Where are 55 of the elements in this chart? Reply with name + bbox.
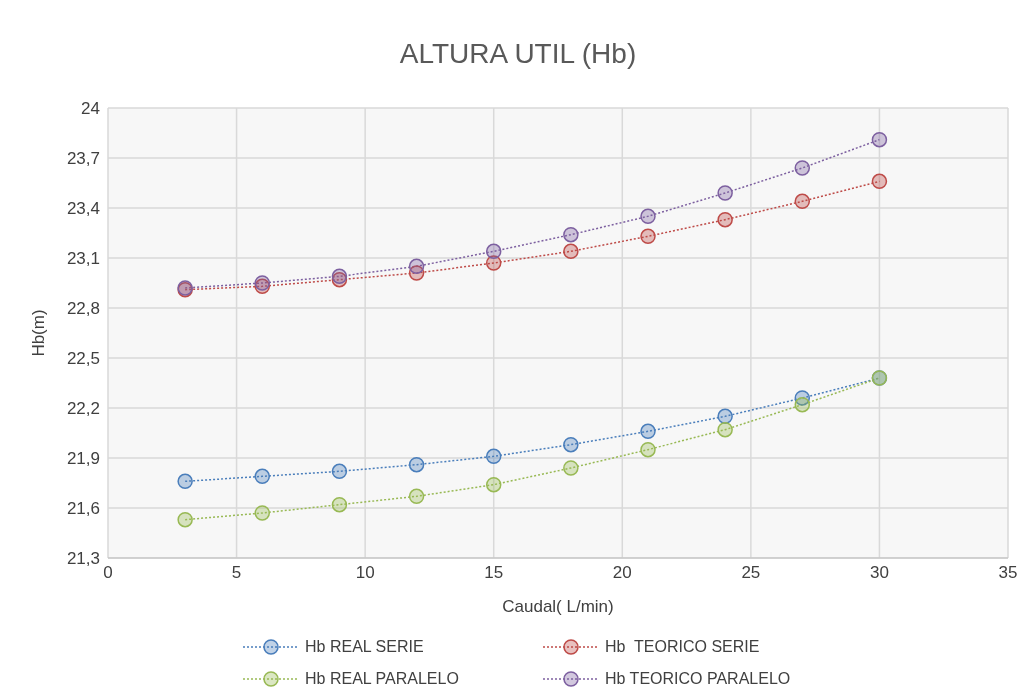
point [254,505,271,521]
point [408,258,425,275]
point [254,275,271,291]
point [640,441,656,458]
point [485,243,502,260]
point [717,421,733,438]
point [563,460,579,476]
legend-label: Hb TEORICO SERIE [605,638,760,656]
y-tick-label: 22,5 [66,349,100,369]
point [177,511,193,528]
point [485,476,502,493]
point [871,131,888,148]
point [717,408,733,425]
point [408,488,425,505]
point [331,496,348,513]
point [640,228,656,245]
y-tick-label: 23,7 [66,149,100,169]
point [640,208,656,225]
legend-label: Hb TEORICO PARALELO [605,670,791,688]
y-tick-label: 22,8 [66,299,100,319]
y-tick-label: 21,3 [66,549,100,569]
y-tick-label: 24 [81,99,100,119]
x-tick-label: 5 [231,563,242,583]
point [331,463,348,480]
point [563,243,579,260]
x-tick-label: 30 [869,563,889,583]
point [640,423,656,440]
point [408,456,425,473]
x-tick-label: 20 [612,563,632,583]
legend-label: Hb REAL SERIE [305,638,424,656]
x-tick-label: 10 [355,563,375,583]
y-tick-label: 22,2 [66,399,100,419]
chart-title: ALTURA UTIL (Hb) [398,37,638,71]
x-tick-label: 15 [484,563,504,583]
x-tick-label: 35 [998,563,1018,583]
point [563,226,579,243]
point [794,193,811,210]
y-tick-label: 23,1 [66,249,100,269]
y-tick-label: 23,4 [66,199,100,219]
point [563,436,579,453]
point [871,173,888,190]
y-axis-title: Hb(m) [29,309,49,357]
point [794,160,811,176]
point [717,185,733,201]
point [177,473,193,490]
point [717,211,733,228]
point [254,468,271,485]
y-tick-label: 21,9 [66,449,100,469]
point [794,396,811,413]
y-tick-label: 21,6 [66,499,100,519]
x-tick-label: 0 [103,563,113,583]
legend-label: Hb REAL PARALELO [305,670,459,688]
x-tick-label: 25 [741,563,761,583]
point [485,448,502,465]
x-axis-title: Caudal( L/min) [502,597,614,616]
